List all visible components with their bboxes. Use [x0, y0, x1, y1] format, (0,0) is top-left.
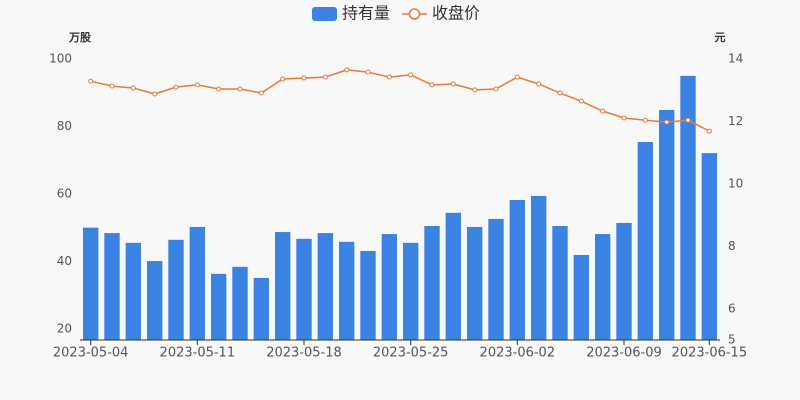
price-point — [109, 83, 115, 89]
x-tick-label: 2023-05-04 — [53, 346, 129, 361]
bar — [189, 226, 206, 340]
y-tick-label: 100 — [49, 52, 72, 66]
price-point — [322, 74, 328, 80]
bar — [509, 200, 526, 340]
price-point — [216, 86, 222, 92]
price-point — [408, 72, 414, 78]
x-tick-label: 2023-06-02 — [480, 346, 556, 361]
price-point — [365, 69, 371, 75]
price-point — [664, 119, 670, 125]
price-point — [621, 115, 627, 121]
bar — [253, 277, 270, 340]
price-point — [514, 74, 520, 80]
y-tick-label: 60 — [57, 186, 72, 200]
price-point — [706, 128, 712, 134]
y2-tick-label: 10 — [728, 176, 743, 190]
bar — [210, 273, 227, 340]
x-tick-label: 2023-05-25 — [373, 346, 449, 361]
price-point — [493, 86, 499, 92]
legend-label: 收盘价 — [432, 4, 480, 23]
price-point — [685, 117, 691, 123]
price-point — [301, 75, 307, 81]
price-point — [600, 108, 606, 114]
bar — [296, 238, 312, 340]
x-tick-label: 2023-06-09 — [586, 346, 662, 361]
price-point — [130, 85, 136, 91]
y2-tick-label: 8 — [728, 239, 736, 253]
legend-swatch — [408, 8, 421, 20]
bar — [146, 261, 163, 340]
y2-tick-label: 14 — [728, 52, 743, 66]
y-tick-label: 20 — [57, 321, 72, 335]
bar — [637, 141, 654, 340]
x-tick-label: 2023-05-11 — [160, 346, 236, 361]
bar — [573, 254, 590, 340]
y2-tick-label: 5 — [728, 333, 736, 347]
bar — [594, 234, 611, 340]
legend-swatch — [312, 7, 337, 21]
bar — [402, 242, 419, 340]
price-point — [536, 81, 542, 87]
price-point — [386, 74, 392, 80]
x-tick-label: 2023-06-15 — [672, 346, 748, 361]
y2-tick-label: 6 — [728, 301, 736, 315]
bar — [104, 233, 120, 340]
bar — [381, 234, 398, 340]
bar — [658, 109, 675, 340]
bar — [317, 233, 334, 340]
price-point — [88, 78, 94, 84]
price-point — [450, 81, 456, 87]
x-tick-label: 2023-05-18 — [266, 346, 342, 361]
bar — [168, 239, 184, 340]
bar — [445, 212, 462, 340]
bar — [125, 242, 142, 340]
y-axis-title: 万股 — [68, 31, 92, 44]
legend-label: 持有量 — [342, 4, 390, 23]
price-point — [173, 84, 179, 90]
bar — [360, 250, 376, 340]
price-point — [429, 82, 435, 88]
bar — [616, 222, 632, 340]
bar — [488, 218, 504, 340]
price-point — [557, 90, 563, 96]
price-point — [152, 91, 158, 97]
price-point — [344, 67, 350, 73]
y2-axis-title: 元 — [715, 31, 726, 44]
price-point — [194, 82, 200, 88]
price-point — [258, 90, 264, 96]
y2-tick-label: 12 — [728, 114, 743, 128]
bar — [82, 227, 99, 340]
bar — [232, 266, 248, 340]
y-tick-label: 80 — [57, 119, 72, 133]
bar — [466, 226, 483, 340]
bar — [424, 225, 440, 340]
bar — [701, 153, 718, 340]
bar — [530, 195, 547, 340]
price-point — [237, 86, 243, 92]
y-tick-label: 40 — [57, 254, 72, 268]
price-point — [472, 87, 478, 93]
bar — [680, 75, 696, 340]
bar — [552, 225, 568, 340]
price-line — [90, 69, 710, 132]
bar — [274, 232, 291, 340]
price-point — [642, 117, 648, 123]
price-point — [578, 98, 584, 104]
bar — [338, 241, 355, 340]
price-point — [280, 76, 286, 82]
